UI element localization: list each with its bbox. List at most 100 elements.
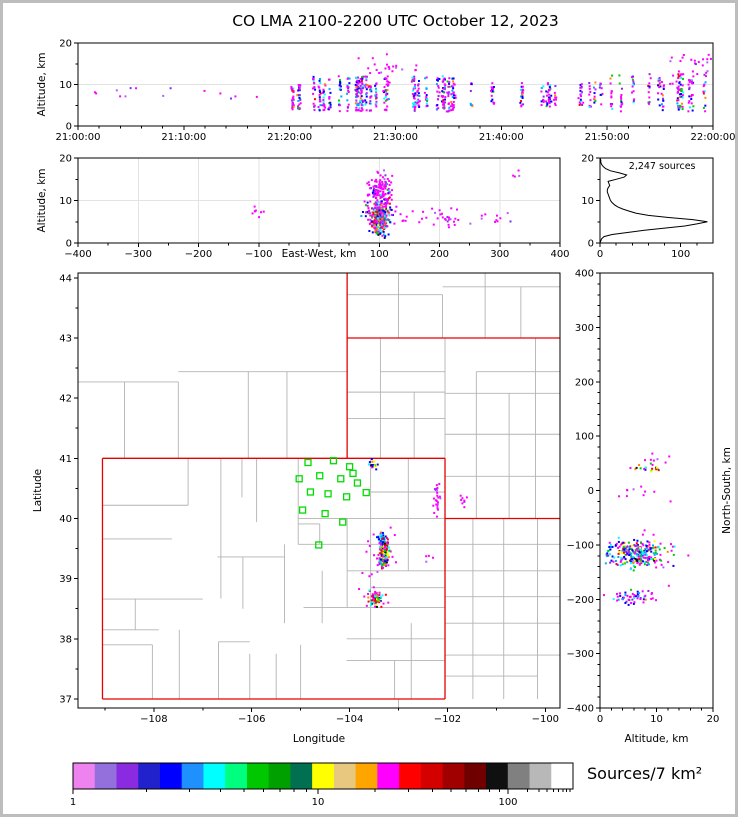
source-point	[642, 549, 645, 552]
source-point	[380, 554, 383, 557]
source-point	[364, 103, 367, 106]
source-point	[368, 210, 371, 213]
source-point	[696, 73, 699, 76]
source-point	[338, 99, 341, 102]
source-point	[519, 88, 522, 91]
source-point	[375, 96, 378, 99]
source-point	[404, 219, 407, 222]
source-point	[372, 533, 375, 536]
source-point	[378, 209, 381, 212]
source-point	[437, 86, 440, 89]
source-point	[579, 89, 582, 92]
source-point	[322, 91, 325, 94]
source-point	[618, 74, 621, 77]
source-point	[612, 560, 615, 563]
source-point	[437, 85, 440, 88]
source-point	[632, 559, 635, 562]
source-point	[636, 593, 639, 596]
source-point	[554, 102, 557, 105]
source-point	[627, 551, 630, 554]
y-tick-label: 20	[581, 154, 594, 165]
source-point	[704, 110, 707, 113]
source-point	[542, 95, 545, 98]
source-point	[328, 102, 331, 105]
source-point	[385, 203, 388, 206]
source-point	[369, 218, 372, 221]
source-point	[434, 499, 437, 502]
source-point	[366, 194, 369, 197]
source-point	[383, 178, 386, 181]
source-point	[377, 229, 380, 232]
source-point	[442, 87, 445, 90]
source-point	[381, 221, 384, 224]
source-point	[384, 560, 387, 563]
source-point	[638, 547, 641, 550]
source-point	[440, 212, 443, 215]
colorbar-cell	[246, 763, 270, 789]
source-point	[579, 93, 582, 96]
source-point	[418, 221, 421, 224]
source-point	[365, 211, 368, 214]
source-point	[378, 563, 381, 566]
source-point	[620, 543, 623, 546]
source-point	[452, 92, 455, 95]
source-point	[635, 544, 638, 547]
source-point	[375, 465, 378, 468]
source-point	[680, 102, 683, 105]
source-point	[319, 100, 322, 103]
source-point	[690, 95, 693, 98]
source-point	[435, 108, 438, 111]
source-point	[328, 97, 331, 100]
source-point	[291, 102, 294, 105]
source-point	[620, 87, 623, 90]
source-point	[339, 82, 342, 85]
source-point	[378, 185, 381, 188]
source-point	[361, 83, 364, 86]
source-point	[639, 598, 642, 601]
source-point	[392, 65, 395, 68]
source-point	[447, 223, 450, 226]
source-point	[647, 91, 650, 94]
source-point	[449, 105, 452, 108]
source-point	[388, 197, 391, 200]
source-point	[380, 556, 383, 559]
source-point	[634, 468, 637, 471]
source-point	[384, 222, 387, 225]
source-point	[435, 489, 438, 492]
source-point	[454, 94, 457, 97]
source-point	[361, 572, 364, 575]
source-point	[359, 84, 362, 87]
source-point	[219, 92, 222, 95]
source-point	[369, 187, 372, 190]
source-point	[631, 592, 634, 595]
source-point	[677, 108, 680, 111]
source-point	[669, 60, 672, 63]
x-tick-label: 21:00:00	[56, 132, 101, 143]
source-point	[648, 541, 651, 544]
source-point	[609, 102, 612, 105]
source-point	[651, 547, 654, 550]
source-point	[441, 96, 444, 99]
y-tick-label: −400	[567, 704, 594, 715]
source-point	[410, 80, 413, 83]
source-point	[679, 88, 682, 91]
source-point	[549, 87, 552, 90]
source-point	[661, 94, 664, 97]
source-point	[452, 77, 455, 80]
source-point	[365, 79, 368, 82]
source-point	[687, 101, 690, 104]
source-point	[381, 180, 384, 183]
source-point	[451, 96, 454, 99]
source-point	[413, 86, 416, 89]
source-point	[386, 551, 389, 554]
source-point	[637, 595, 640, 598]
source-point	[452, 107, 455, 110]
lma-station-marker	[315, 541, 323, 549]
source-point	[384, 551, 387, 554]
source-point	[434, 211, 437, 214]
x-tick-label: 400	[550, 249, 569, 260]
source-point	[359, 92, 362, 95]
source-point	[631, 85, 634, 88]
source-point	[593, 97, 596, 100]
source-point	[418, 94, 421, 97]
